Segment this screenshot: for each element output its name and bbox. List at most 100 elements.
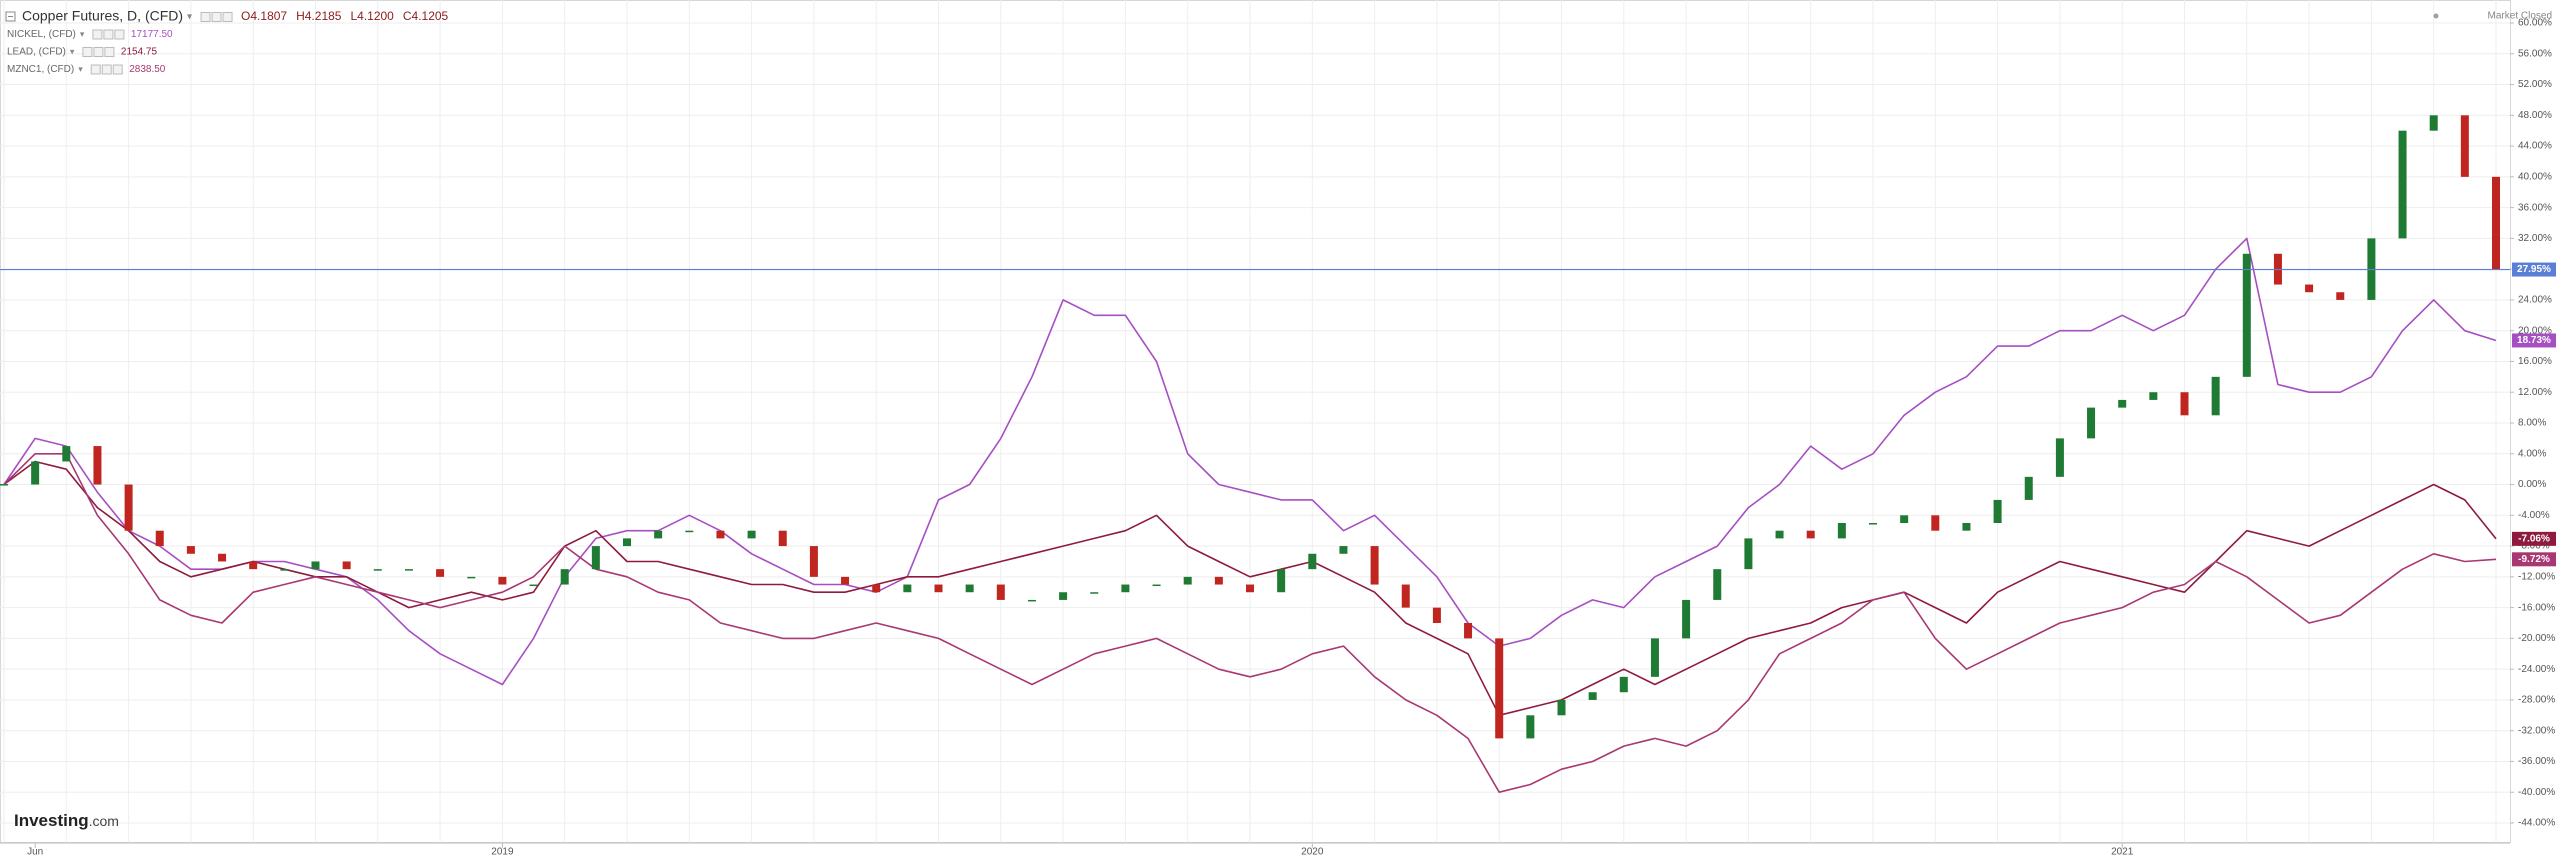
candle — [841, 576, 850, 585]
y-tick-label: -44.00% — [2518, 818, 2555, 829]
candle — [2211, 376, 2220, 416]
candle — [1059, 592, 1068, 600]
candle — [1401, 584, 1410, 608]
candle — [654, 530, 663, 539]
y-tick-label: 8.00% — [2518, 418, 2546, 429]
price-badge-label: 27.95% — [2517, 264, 2551, 275]
legend-name: NICKEL, (CFD) — [7, 29, 76, 40]
price-badge — [2512, 262, 2556, 277]
price-badge — [2512, 333, 2556, 348]
candle — [2460, 115, 2469, 177]
candle — [2398, 130, 2407, 239]
legend-button[interactable] — [104, 47, 115, 57]
logo-suffix: .com — [89, 813, 119, 829]
y-tick-label: 56.00% — [2518, 48, 2552, 59]
y-tick-label: 60.00% — [2518, 18, 2552, 29]
y-tick-label: -32.00% — [2518, 725, 2555, 736]
candle — [1962, 523, 1971, 531]
candle — [93, 446, 102, 485]
y-tick-label: -8.00% — [2518, 541, 2550, 552]
y-tick-label: -4.00% — [2518, 510, 2550, 521]
candle — [1246, 584, 1254, 593]
collapse-icon[interactable] — [5, 11, 16, 22]
y-tick-label: -24.00% — [2518, 664, 2555, 675]
candle — [1152, 584, 1161, 587]
candle — [467, 576, 476, 579]
candle — [436, 569, 445, 577]
candle — [529, 584, 538, 587]
candle — [311, 561, 320, 570]
status-dot — [2433, 13, 2439, 19]
x-tick-label: Jun — [27, 847, 43, 858]
price-badge-label: -9.72% — [2518, 554, 2550, 565]
ohlc-value: H4.2185 — [296, 9, 342, 23]
candle — [1027, 599, 1036, 602]
marks — [0, 115, 2510, 793]
y-tick-label: 44.00% — [2518, 141, 2552, 152]
x-tick-label: 2021 — [2111, 847, 2134, 858]
candle — [2149, 392, 2158, 400]
candle — [2118, 399, 2127, 408]
candle — [62, 446, 71, 462]
candle — [1775, 530, 1784, 539]
candle — [31, 461, 40, 485]
legend-caret: ▾ — [80, 29, 85, 39]
y-tick-label: -16.00% — [2518, 602, 2555, 613]
candle — [1464, 623, 1473, 639]
legend-title: Copper Futures, D, (CFD) — [22, 8, 183, 24]
price-badge-label: -7.06% — [2518, 533, 2550, 544]
candle — [996, 584, 1005, 600]
x-tick-label: 2019 — [491, 847, 514, 858]
candle — [2336, 292, 2345, 300]
candle — [2429, 115, 2438, 131]
y-tick-label: 0.00% — [2518, 479, 2546, 490]
x-tick-label: 2020 — [1301, 847, 1324, 858]
candle — [1277, 569, 1286, 593]
candle — [124, 484, 133, 531]
candle — [1308, 553, 1317, 570]
candle — [1744, 538, 1753, 570]
legend-button[interactable] — [112, 64, 123, 75]
price-badge — [2512, 552, 2556, 567]
legend-button[interactable] — [222, 12, 233, 22]
y-tick-label: 16.00% — [2518, 356, 2552, 367]
candle — [1588, 692, 1597, 700]
legend-caret: ▾ — [70, 46, 75, 56]
price-badge — [2512, 531, 2556, 546]
candle — [1993, 499, 2002, 523]
candle — [1339, 546, 1348, 554]
candle — [1650, 638, 1659, 677]
legend-button — [82, 47, 93, 57]
legend-button[interactable] — [114, 29, 125, 40]
candle — [809, 546, 818, 577]
y-tick-label: -36.00% — [2518, 756, 2555, 767]
series-line — [3, 237, 2497, 686]
y-tick-label: 12.00% — [2518, 387, 2552, 398]
legend-price: 2154.75 — [121, 47, 158, 58]
candle — [1495, 638, 1504, 739]
legend-price: 2838.50 — [129, 64, 166, 75]
candle — [778, 530, 787, 547]
legend-price: 17177.50 — [131, 29, 173, 40]
legend-name: MZNC1, (CFD) — [7, 64, 74, 75]
candle — [560, 569, 569, 585]
candle — [1557, 699, 1566, 716]
candle — [2242, 253, 2251, 377]
candle — [1806, 530, 1815, 539]
y-tick-label: -20.00% — [2518, 633, 2555, 644]
y-tick-label: 32.00% — [2518, 233, 2552, 244]
legend-caret: ▾ — [78, 64, 83, 74]
legend-button — [211, 12, 222, 22]
legend-button — [92, 29, 103, 40]
y-tick-label: 20.00% — [2518, 325, 2552, 336]
legend-button — [103, 29, 114, 40]
axis: 60.00% 56.00% 52.00% 48.00% 44.00% 40.00% 36.0… — [0, 18, 2556, 858]
legend-button — [101, 64, 112, 75]
candle — [716, 530, 725, 539]
candle — [872, 584, 881, 593]
candle — [1619, 676, 1628, 693]
y-tick-label: -28.00% — [2518, 695, 2555, 706]
candle — [1090, 592, 1099, 594]
y-tick-label: 48.00% — [2518, 110, 2552, 121]
